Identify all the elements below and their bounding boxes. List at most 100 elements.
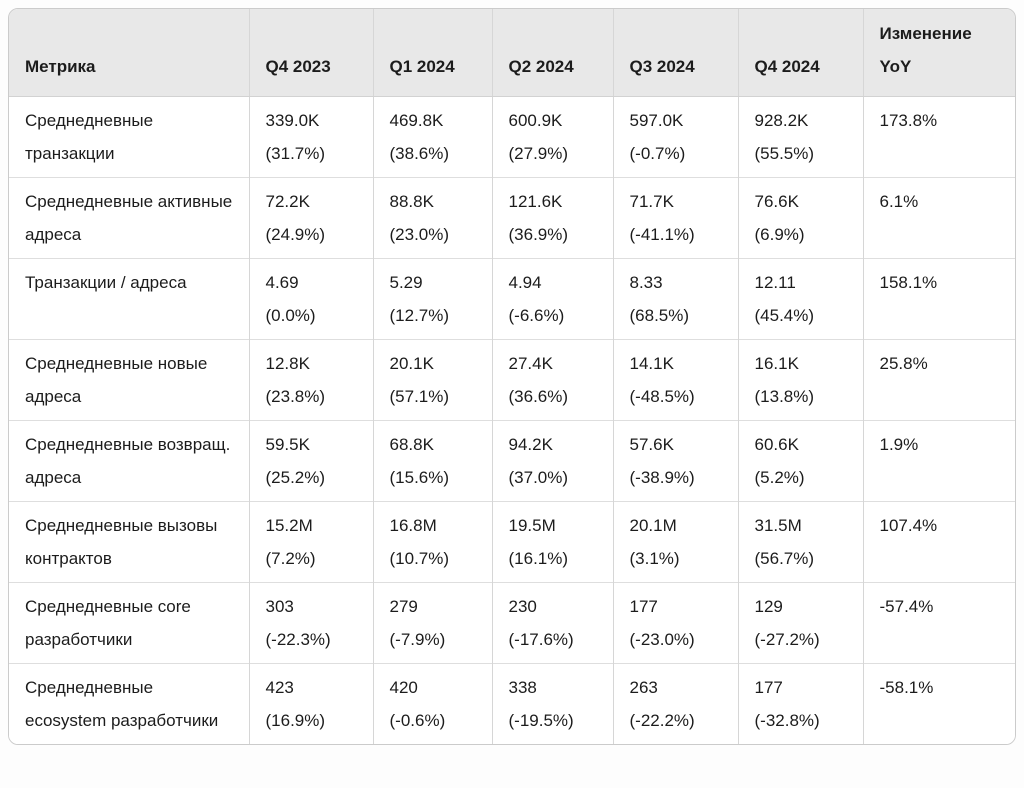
cell-q1-2024: 279 (-7.9%) — [372, 582, 492, 664]
cell-q1-2024: 20.1K (57.1%) — [372, 339, 492, 421]
cell-value: 5.29 — [389, 273, 423, 292]
cell-pct: (-38.9%) — [629, 468, 695, 487]
col-header-q3-2024: Q3 2024 — [612, 9, 738, 97]
cell-q2-2024: 94.2K (37.0%) — [491, 420, 613, 502]
cell-value: 20.1K — [389, 354, 434, 373]
cell-q4-2023: 4.69 (0.0%) — [248, 258, 373, 340]
metrics-table-card: Метрика Q4 2023 Q1 2024 Q2 2024 Q3 2024 … — [8, 8, 1016, 745]
cell-pct: (7.2%) — [265, 549, 316, 568]
cell-pct: (56.7%) — [754, 549, 815, 568]
metric-name: Среднедневные core разработчики — [9, 582, 249, 664]
cell-q3-2024: 263 (-22.2%) — [612, 663, 738, 744]
table-row: Среднедневные активные адреса 72.2K (24.… — [9, 177, 1015, 259]
cell-q4-2024: 76.6K (6.9%) — [737, 177, 863, 259]
cell-yoy-change: 6.1% — [862, 177, 1015, 259]
cell-value: 4.69 — [265, 273, 299, 292]
cell-pct: (-32.8%) — [754, 711, 820, 730]
table-row: Среднедневные возвращ. адреса 59.5K (25.… — [9, 420, 1015, 502]
cell-q2-2024: 230 (-17.6%) — [491, 582, 613, 664]
cell-pct: (-22.3%) — [265, 630, 331, 649]
cell-value: 19.5M — [508, 516, 556, 535]
cell-q4-2024: 16.1K (13.8%) — [737, 339, 863, 421]
col-header-q2-2024: Q2 2024 — [491, 9, 613, 97]
cell-q1-2024: 469.8K (38.6%) — [372, 96, 492, 178]
cell-pct: (-41.1%) — [629, 225, 695, 244]
cell-q3-2024: 14.1K (-48.5%) — [612, 339, 738, 421]
cell-pct: (38.6%) — [389, 144, 450, 163]
cell-value: 16.1K — [754, 354, 799, 373]
cell-value: 263 — [629, 678, 658, 697]
cell-pct: (-23.0%) — [629, 630, 695, 649]
cell-q4-2024: 31.5M (56.7%) — [737, 501, 863, 583]
cell-yoy-change: -57.4% — [862, 582, 1015, 664]
cell-value: 14.1K — [629, 354, 674, 373]
cell-value: 420 — [389, 678, 418, 697]
cell-value: 12.11 — [754, 273, 796, 292]
cell-q4-2023: 339.0K (31.7%) — [248, 96, 373, 178]
cell-q2-2024: 4.94 (-6.6%) — [491, 258, 613, 340]
cell-yoy-change: 107.4% — [862, 501, 1015, 583]
cell-pct: (12.7%) — [389, 306, 450, 325]
cell-q2-2024: 338 (-19.5%) — [491, 663, 613, 744]
cell-q2-2024: 600.9K (27.9%) — [491, 96, 613, 178]
cell-pct: (37.0%) — [508, 468, 569, 487]
cell-pct: (-0.6%) — [389, 711, 446, 730]
cell-value: 31.5M — [754, 516, 802, 535]
metric-name: Среднедневные транзакции — [9, 96, 249, 178]
cell-pct: (25.2%) — [265, 468, 326, 487]
cell-pct: (31.7%) — [265, 144, 326, 163]
cell-q4-2024: 12.11 (45.4%) — [737, 258, 863, 340]
cell-q4-2024: 177 (-32.8%) — [737, 663, 863, 744]
cell-value: 76.6K — [754, 192, 799, 211]
col-header-metric: Метрика — [9, 9, 249, 97]
cell-pct: (-0.7%) — [629, 144, 686, 163]
cell-value: 15.2M — [265, 516, 313, 535]
cell-pct: (27.9%) — [508, 144, 569, 163]
cell-q1-2024: 68.8K (15.6%) — [372, 420, 492, 502]
cell-pct: (13.8%) — [754, 387, 815, 406]
quarterly-metrics-table: Метрика Q4 2023 Q1 2024 Q2 2024 Q3 2024 … — [9, 9, 1015, 744]
cell-pct: (16.1%) — [508, 549, 569, 568]
cell-value: 27.4K — [508, 354, 553, 373]
cell-value: 60.6K — [754, 435, 799, 454]
cell-value: 177 — [754, 678, 783, 697]
cell-value: 600.9K — [508, 111, 563, 130]
cell-value: 94.2K — [508, 435, 553, 454]
cell-q1-2024: 88.8K (23.0%) — [372, 177, 492, 259]
cell-value: 230 — [508, 597, 537, 616]
cell-q4-2024: 60.6K (5.2%) — [737, 420, 863, 502]
cell-yoy-change: 173.8% — [862, 96, 1015, 178]
col-header-yoy-change: Изменение YoY — [862, 9, 1015, 97]
cell-q3-2024: 71.7K (-41.1%) — [612, 177, 738, 259]
table-row: Среднедневные ecosystem разработчики 423… — [9, 663, 1015, 744]
cell-pct: (57.1%) — [389, 387, 450, 406]
cell-value: 129 — [754, 597, 783, 616]
cell-value: 8.33 — [629, 273, 663, 292]
cell-q4-2023: 12.8K (23.8%) — [248, 339, 373, 421]
metric-name: Среднедневные новые адреса — [9, 339, 249, 421]
cell-pct: (-22.2%) — [629, 711, 695, 730]
metric-name: Среднедневные вызовы контрактов — [9, 501, 249, 583]
cell-value: 339.0K — [265, 111, 320, 130]
cell-q4-2023: 423 (16.9%) — [248, 663, 373, 744]
cell-value: 59.5K — [265, 435, 310, 454]
cell-pct: (3.1%) — [629, 549, 680, 568]
cell-value: 177 — [629, 597, 658, 616]
cell-pct: (-17.6%) — [508, 630, 574, 649]
cell-value: 20.1M — [629, 516, 677, 535]
cell-yoy-change: 25.8% — [862, 339, 1015, 421]
col-header-q4-2024: Q4 2024 — [737, 9, 863, 97]
cell-pct: (36.6%) — [508, 387, 569, 406]
cell-yoy-change: 158.1% — [862, 258, 1015, 340]
cell-q1-2024: 16.8M (10.7%) — [372, 501, 492, 583]
cell-q4-2023: 72.2K (24.9%) — [248, 177, 373, 259]
cell-q3-2024: 20.1M (3.1%) — [612, 501, 738, 583]
cell-value: 597.0K — [629, 111, 684, 130]
cell-q4-2024: 129 (-27.2%) — [737, 582, 863, 664]
cell-value: 12.8K — [265, 354, 310, 373]
cell-q4-2023: 59.5K (25.2%) — [248, 420, 373, 502]
cell-value: 72.2K — [265, 192, 310, 211]
cell-pct: (-48.5%) — [629, 387, 695, 406]
cell-value: 469.8K — [389, 111, 444, 130]
cell-value: 121.6K — [508, 192, 563, 211]
